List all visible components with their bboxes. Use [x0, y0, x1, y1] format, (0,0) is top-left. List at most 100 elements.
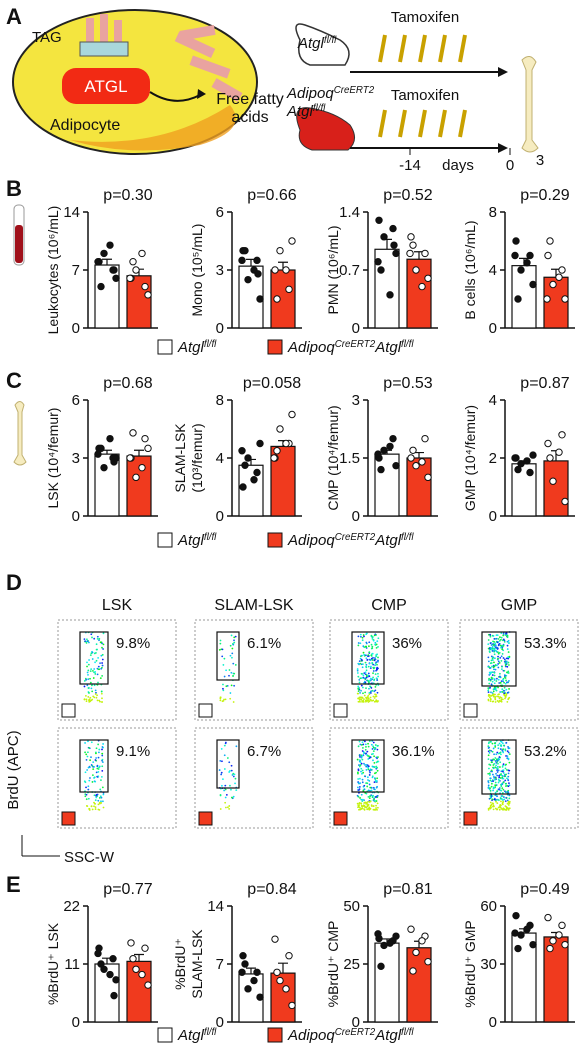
flow-event: [99, 700, 101, 703]
flow-event: [371, 678, 374, 681]
flow-event: [505, 692, 508, 695]
flow-event: [219, 639, 222, 642]
flow-event: [502, 777, 505, 780]
flow-event: [364, 699, 367, 702]
flow-event: [499, 644, 502, 647]
data-point: [529, 940, 537, 949]
flow-event: [358, 806, 361, 809]
flow-event: [502, 657, 505, 659]
flow-event: [97, 756, 100, 759]
flow-event: [90, 805, 93, 808]
flow-event: [372, 741, 375, 744]
flow-event: [506, 644, 509, 647]
flow-event: [508, 797, 511, 800]
plot-frame: [459, 619, 579, 721]
flow-event: [488, 767, 490, 770]
flow-event: [487, 780, 490, 782]
flow-event: [497, 678, 500, 681]
flow-event: [365, 806, 368, 809]
flow-event: [234, 664, 237, 666]
data-point: [109, 955, 117, 963]
flow-event: [369, 659, 372, 662]
flow-event: [504, 791, 507, 794]
flow-event: [94, 759, 97, 761]
flow-event: [508, 769, 511, 772]
flow-event: [369, 677, 372, 680]
genotype-swatch: [333, 811, 348, 826]
flow-event: [507, 664, 510, 666]
flow-event: [229, 644, 232, 647]
flow-event: [89, 696, 92, 699]
flow-event: [500, 655, 503, 658]
flow-event: [101, 646, 103, 649]
flow-event: [366, 808, 369, 811]
flow-event: [90, 652, 93, 655]
flow-event: [487, 781, 490, 784]
flow-event: [95, 771, 98, 774]
flow-event: [365, 669, 368, 672]
flow-event: [493, 671, 496, 674]
flow-event: [369, 771, 371, 774]
flow-event: [487, 808, 490, 811]
bar: [543, 460, 569, 517]
flow-event: [368, 780, 371, 782]
flow-event: [364, 677, 367, 680]
data-point: [392, 932, 400, 940]
data-point: [288, 1001, 296, 1010]
flow-event: [489, 673, 491, 676]
flow-event: [86, 755, 89, 758]
flow-event: [225, 793, 228, 796]
y-tick-label: 0: [72, 508, 80, 525]
flow-event: [495, 753, 498, 756]
flow-event: [506, 802, 509, 805]
flow-event: [495, 767, 498, 769]
flow-event: [223, 744, 226, 747]
flow-event: [357, 700, 360, 703]
flow-event: [361, 654, 363, 657]
flow-event: [367, 672, 370, 675]
data-point: [512, 911, 520, 920]
flow-event: [358, 678, 361, 681]
data-point: [285, 285, 293, 294]
genotype-swatch: [198, 811, 213, 826]
gate-percent: 9.1%: [116, 743, 150, 760]
flow-event: [361, 769, 364, 772]
flow-event: [498, 808, 501, 811]
flow-event: [371, 699, 373, 702]
flow-event: [490, 769, 493, 772]
flow-event: [230, 764, 233, 767]
flow-event: [491, 742, 494, 745]
flow-event: [508, 753, 511, 755]
flow-event: [230, 769, 233, 772]
flow-event: [99, 788, 102, 791]
gate-percent: 36.1%: [392, 743, 435, 760]
flow-event: [96, 767, 99, 770]
flow-event: [231, 774, 234, 776]
flow-event: [368, 687, 370, 690]
flow-event: [368, 641, 371, 644]
flow-event: [365, 663, 368, 666]
flow-event: [491, 646, 494, 648]
y-tick-label: 0: [489, 320, 497, 337]
flow-event: [222, 689, 225, 692]
flow-event: [362, 804, 365, 807]
legend-label: Atglfl/fl: [177, 532, 217, 550]
flow-event: [357, 778, 360, 780]
flow-event: [372, 676, 374, 679]
data-point: [238, 256, 246, 265]
flow-event: [362, 651, 365, 654]
flow-event: [95, 643, 98, 646]
flow-event: [223, 657, 226, 660]
y-tick-label: 3: [72, 450, 80, 467]
flow-event: [501, 765, 504, 768]
flow-event: [361, 778, 364, 781]
data-point: [132, 266, 140, 274]
data-point: [389, 434, 397, 443]
flow-event: [219, 808, 222, 810]
flow-event: [231, 647, 234, 650]
flow-event: [498, 774, 501, 777]
flow-event: [102, 743, 104, 745]
flow-event: [368, 645, 370, 648]
flow-event: [97, 799, 100, 802]
label-part: fl/fl: [401, 1027, 414, 1038]
